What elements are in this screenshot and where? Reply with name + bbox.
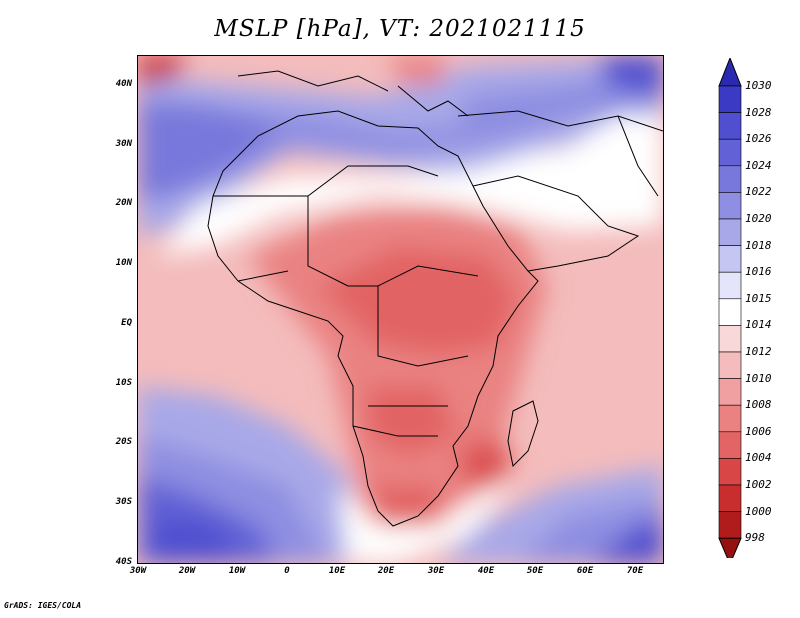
colorbar-swatch <box>718 458 742 486</box>
pressure-map <box>137 55 664 564</box>
lat-tick-30n: 30N <box>115 139 132 149</box>
colorbar-swatch <box>718 325 742 353</box>
colorbar-label: 1002 <box>745 478 772 491</box>
colorbar-swatch <box>718 271 742 300</box>
colorbar-label: 1004 <box>745 451 772 465</box>
colorbar-label: 1020 <box>745 212 772 225</box>
lon-tick-50e: 50E <box>526 566 544 576</box>
lon-tick-40e: 40E <box>477 566 495 576</box>
colorbar-label: 1022 <box>745 185 772 199</box>
colorbar-label: 1014 <box>745 318 772 332</box>
colorbar-swatch <box>718 165 742 193</box>
lon-tick-0: 0 <box>284 566 290 576</box>
colorbar-swatch <box>718 431 742 459</box>
lon-tick-70e: 70E <box>626 566 644 576</box>
colorbar-bottom-arrow <box>718 537 742 558</box>
lat-tick-10s: 10S <box>115 378 132 388</box>
lat-tick-30s: 30S <box>115 497 132 507</box>
lon-tick-30e: 30E <box>427 566 445 576</box>
colorbar <box>718 58 742 558</box>
colorbar-swatch <box>718 245 742 273</box>
credit-text: GrADS: IGES/COLA <box>4 601 82 610</box>
map-title: MSLP [hPa], VT: 2021021115 <box>214 16 586 42</box>
colorbar-label: 1000 <box>745 504 772 518</box>
colorbar-top-arrow <box>718 58 742 87</box>
colorbar-swatch <box>718 404 742 433</box>
colorbar-label: 1008 <box>745 398 772 412</box>
lat-tick-40s: 40S <box>115 557 132 567</box>
lon-tick-20e: 20E <box>377 566 395 576</box>
colorbar-swatch <box>718 378 742 406</box>
pressure-field <box>138 56 663 563</box>
colorbar-label: 1018 <box>745 238 772 252</box>
colorbar-label: 998 <box>745 531 765 545</box>
colorbar-label: 1010 <box>745 371 772 385</box>
colorbar-swatch <box>718 138 742 167</box>
lat-tick-10n: 10N <box>115 258 132 268</box>
colorbar-swatch <box>718 351 742 379</box>
colorbar-swatch <box>718 484 742 512</box>
lon-tick-30w: 30W <box>129 566 147 576</box>
lat-tick-eq: EQ <box>121 318 132 328</box>
colorbar-label: 1012 <box>745 345 772 358</box>
lon-tick-10w: 10W <box>228 566 246 576</box>
lat-tick-20s: 20S <box>115 437 132 447</box>
lon-tick-20w: 20W <box>178 566 196 576</box>
colorbar-label: 1030 <box>745 79 772 92</box>
colorbar-label: 1028 <box>745 105 772 119</box>
lat-tick-20n: 20N <box>115 198 132 208</box>
colorbar-label: 1026 <box>745 132 772 146</box>
lon-tick-10e: 10E <box>328 566 346 576</box>
colorbar-swatch <box>718 218 742 246</box>
colorbar-swatch <box>718 112 742 140</box>
lat-tick-40n: 40N <box>115 79 132 89</box>
colorbar-label: 1015 <box>745 291 772 305</box>
map-svg <box>138 56 663 563</box>
coastlines <box>207 70 663 527</box>
colorbar-swatch <box>718 511 742 539</box>
colorbar-label: 1006 <box>745 424 772 438</box>
colorbar-label: 1024 <box>745 158 772 172</box>
colorbar-swatch <box>718 192 742 220</box>
lon-tick-60e: 60E <box>576 566 594 576</box>
colorbar-swatch <box>718 298 742 326</box>
colorbar-label: 1016 <box>745 265 772 279</box>
colorbar-swatch <box>718 85 742 113</box>
